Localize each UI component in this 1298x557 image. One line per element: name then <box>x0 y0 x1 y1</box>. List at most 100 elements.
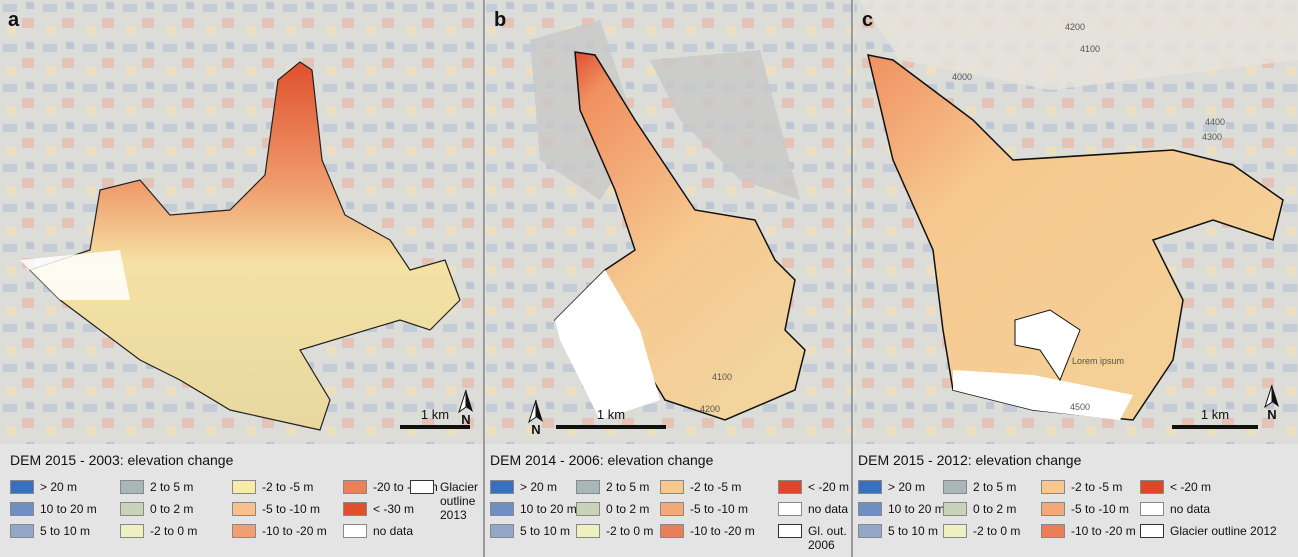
legend-item: 10 to 20 m <box>10 502 97 516</box>
legend-item: -2 to -5 m <box>1041 480 1122 494</box>
scale-label: 1 km <box>597 407 625 422</box>
legend-swatch <box>943 480 967 494</box>
legend-label: 10 to 20 m <box>40 502 97 516</box>
legend-label: -5 to -10 m <box>262 502 321 516</box>
legend-item: -2 to 0 m <box>120 524 197 538</box>
legend-swatch <box>858 480 882 494</box>
legend-swatch <box>943 502 967 516</box>
legend-swatch <box>943 524 967 538</box>
legend-swatch <box>858 502 882 516</box>
legend-swatch <box>778 524 802 538</box>
contour-label: 4100 <box>712 372 732 382</box>
no-data-area <box>1014 309 1081 382</box>
north-arrow <box>458 389 467 414</box>
legend-swatch <box>490 502 514 516</box>
panel-letter: c <box>862 9 873 31</box>
legend-swatch <box>343 480 367 494</box>
legend-item: < -30 m <box>343 502 414 516</box>
legend-swatch <box>10 480 34 494</box>
scale-bar <box>1172 425 1258 429</box>
legend-swatch <box>1041 524 1065 538</box>
contour-label: 4200 <box>1065 22 1085 32</box>
panel-letter: a <box>8 9 20 31</box>
legend-item: -5 to -10 m <box>1041 502 1129 516</box>
north-label: N <box>461 412 470 427</box>
terrain <box>860 0 1298 90</box>
north-label: N <box>531 422 540 437</box>
legend-item: -10 to -20 m <box>232 524 327 538</box>
legend-swatch <box>10 524 34 538</box>
legend-swatch <box>232 524 256 538</box>
legend-item: > 20 m <box>858 480 925 494</box>
contour-label: 4500 <box>1070 402 1090 412</box>
legend-label: -10 to -20 m <box>1071 524 1136 538</box>
divider <box>851 0 853 557</box>
legend-item: 0 to 2 m <box>943 502 1016 516</box>
legend-swatch <box>778 502 802 516</box>
legend-swatch <box>1140 524 1164 538</box>
north-arrow <box>536 400 543 422</box>
legend-label: 2 to 5 m <box>606 480 650 494</box>
legend-label: -10 to -20 m <box>690 524 755 538</box>
legend-title: DEM 2014 - 2006: elevation change <box>490 452 714 468</box>
legend-item: Glacier outline 2013 <box>410 480 500 522</box>
legend-label: Glacier outline 2013 <box>440 480 479 522</box>
legend-label: no data <box>1170 502 1211 516</box>
legend-item: < -20 m <box>1140 480 1211 494</box>
legend-label: 5 to 10 m <box>888 524 939 538</box>
legend-swatch <box>660 502 684 516</box>
scale-bar <box>556 425 666 429</box>
legend-swatch <box>1140 480 1164 494</box>
legend-item: 0 to 2 m <box>120 502 193 516</box>
scale-label: 1 km <box>1201 407 1229 422</box>
legend-item: 5 to 10 m <box>858 524 938 538</box>
legend-item: -10 to -20 m <box>1041 524 1136 538</box>
legend-swatch <box>1140 502 1164 516</box>
legend-label: Glacier outline 2012 <box>1170 524 1277 538</box>
legend-item: > 20 m <box>490 480 557 494</box>
north-arrow <box>466 390 473 412</box>
legend-swatch <box>343 502 367 516</box>
legend-item: < -20 m <box>778 480 849 494</box>
legend-label: no data <box>373 524 414 538</box>
scale-label: 1 km <box>421 407 449 422</box>
legend-swatch <box>660 480 684 494</box>
legend-item: 0 to 2 m <box>576 502 649 516</box>
legend-item: -5 to -10 m <box>660 502 748 516</box>
legend-label: 5 to 10 m <box>40 524 91 538</box>
legend-swatch <box>778 480 802 494</box>
contour-label: 4400 <box>1205 117 1225 127</box>
scale-bar <box>400 425 470 429</box>
legend-label: 10 to 20 m <box>888 502 945 516</box>
no-data-area <box>20 250 130 300</box>
legend-label: 2 to 5 m <box>150 480 194 494</box>
legend-item: 5 to 10 m <box>490 524 570 538</box>
legend-label: 0 to 2 m <box>606 502 650 516</box>
legend-label: -5 to -10 m <box>1071 502 1130 516</box>
contour-label: Lorem ipsum <box>1072 356 1124 366</box>
panel-letter: b <box>494 9 506 31</box>
legend-swatch <box>858 524 882 538</box>
legend-item: 10 to 20 m <box>858 502 945 516</box>
glacier <box>28 61 461 431</box>
legend-item: 2 to 5 m <box>943 480 1016 494</box>
legend-swatch <box>120 524 144 538</box>
north-label: N <box>1267 407 1276 422</box>
legend-item: > 20 m <box>10 480 77 494</box>
legend-label: 0 to 2 m <box>973 502 1017 516</box>
legend-label: 0 to 2 m <box>150 502 194 516</box>
legend-label: > 20 m <box>520 480 558 494</box>
legend-swatch <box>120 480 144 494</box>
north-arrow <box>1272 385 1279 407</box>
legend-swatch <box>1041 502 1065 516</box>
legend-label: < -20 m <box>1170 480 1212 494</box>
legend-label: -2 to 0 m <box>973 524 1021 538</box>
legend-label: 5 to 10 m <box>520 524 571 538</box>
legend-label: -2 to 0 m <box>606 524 654 538</box>
contour-label: 4100 <box>1080 44 1100 54</box>
contour-label: 4200 <box>700 404 720 414</box>
contour-label: 4000 <box>952 72 972 82</box>
legend-item: -2 to 0 m <box>943 524 1020 538</box>
legend-label: < -30 m <box>373 502 415 516</box>
legend-swatch <box>660 524 684 538</box>
